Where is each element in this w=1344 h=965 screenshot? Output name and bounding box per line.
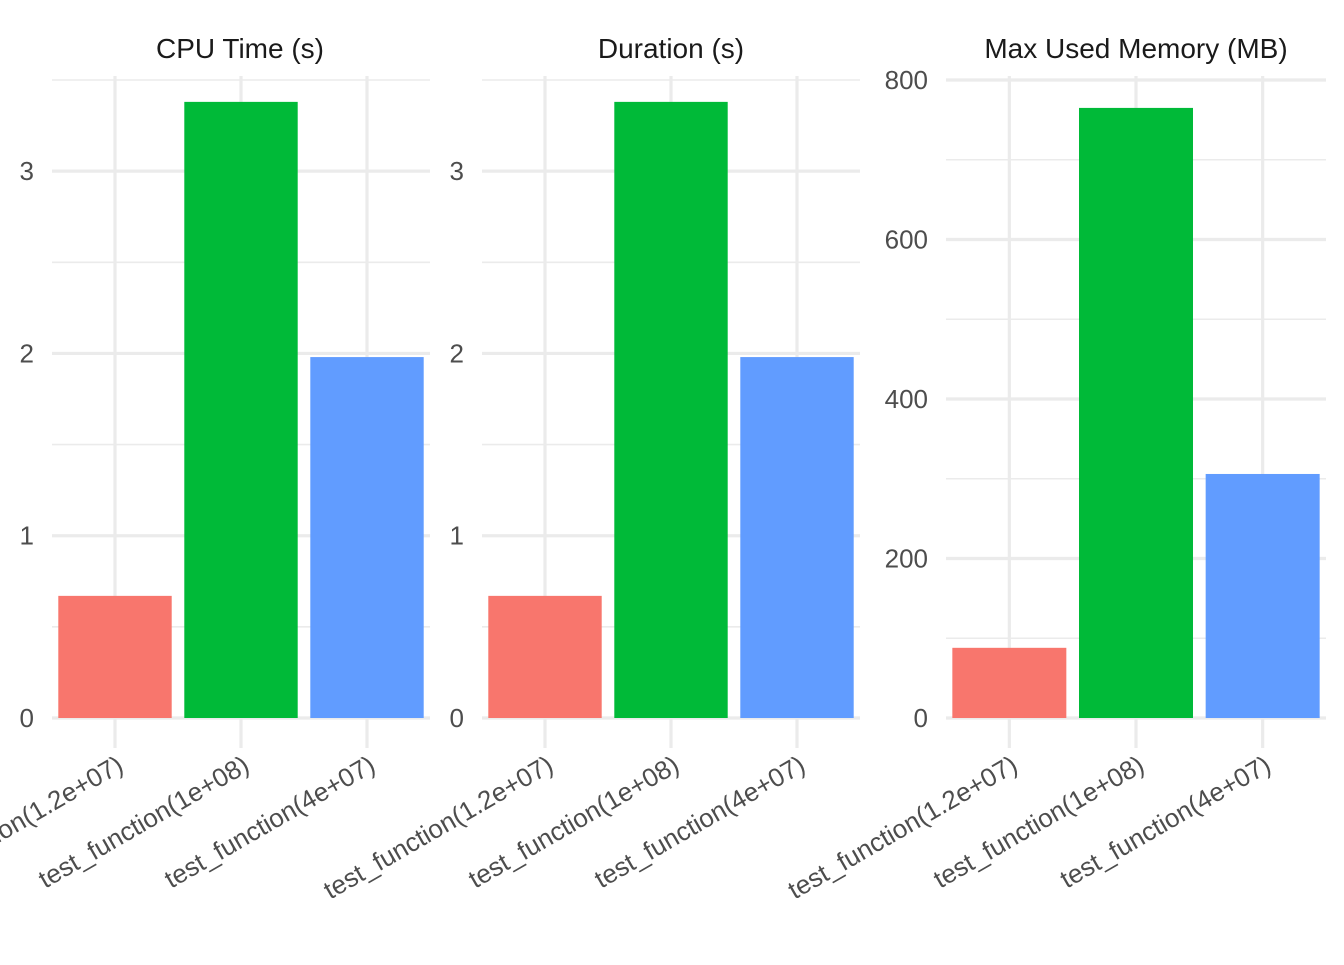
facet-panel-1: CPU Time (s)0123test_function(1.2e+07)te…	[0, 33, 430, 905]
x-tick-label: test_function(1e+08)	[928, 749, 1149, 894]
y-tick-label: 0	[914, 703, 928, 733]
bar-2	[184, 101, 298, 719]
x-tick-label: test_function(4e+07)	[1055, 749, 1276, 894]
y-tick-label: 1	[450, 521, 464, 551]
y-tick-label: 3	[450, 156, 464, 186]
y-tick-label: 2	[20, 338, 34, 368]
y-tick-label: 400	[885, 384, 928, 414]
facet-panel-3: Max Used Memory (MB) 0 200 400 600 800 test_fu…	[783, 33, 1326, 905]
bar-1	[58, 595, 172, 718]
panel-title: Max Used Memory (MB)	[984, 33, 1287, 64]
panel-title: CPU Time (s)	[156, 33, 324, 64]
y-tick-label: 600	[885, 225, 928, 255]
y-tick-label: 200	[885, 544, 928, 574]
bar-3	[1205, 473, 1320, 718]
x-tick-label: test_function(1e+08)	[33, 749, 254, 894]
x-tick-label: test_function(1.2e+07)	[783, 749, 1023, 905]
y-tick-label: 800	[885, 65, 928, 95]
bar-2	[1079, 107, 1193, 719]
bar-2	[614, 101, 728, 719]
panel-title: Duration (s)	[598, 33, 744, 64]
y-tick-label: 1	[20, 521, 34, 551]
x-tick-label: test_function(4e+07)	[589, 749, 810, 894]
bar-3	[740, 357, 854, 718]
y-tick-label: 0	[20, 703, 34, 733]
bar-3	[310, 357, 424, 718]
y-tick-label: 2	[450, 338, 464, 368]
y-tick-label: 3	[20, 156, 34, 186]
x-tick-label: test_function(1e+08)	[463, 749, 684, 894]
bar-1	[952, 647, 1067, 718]
y-tick-label: 0	[450, 703, 464, 733]
bar-1	[488, 595, 602, 718]
